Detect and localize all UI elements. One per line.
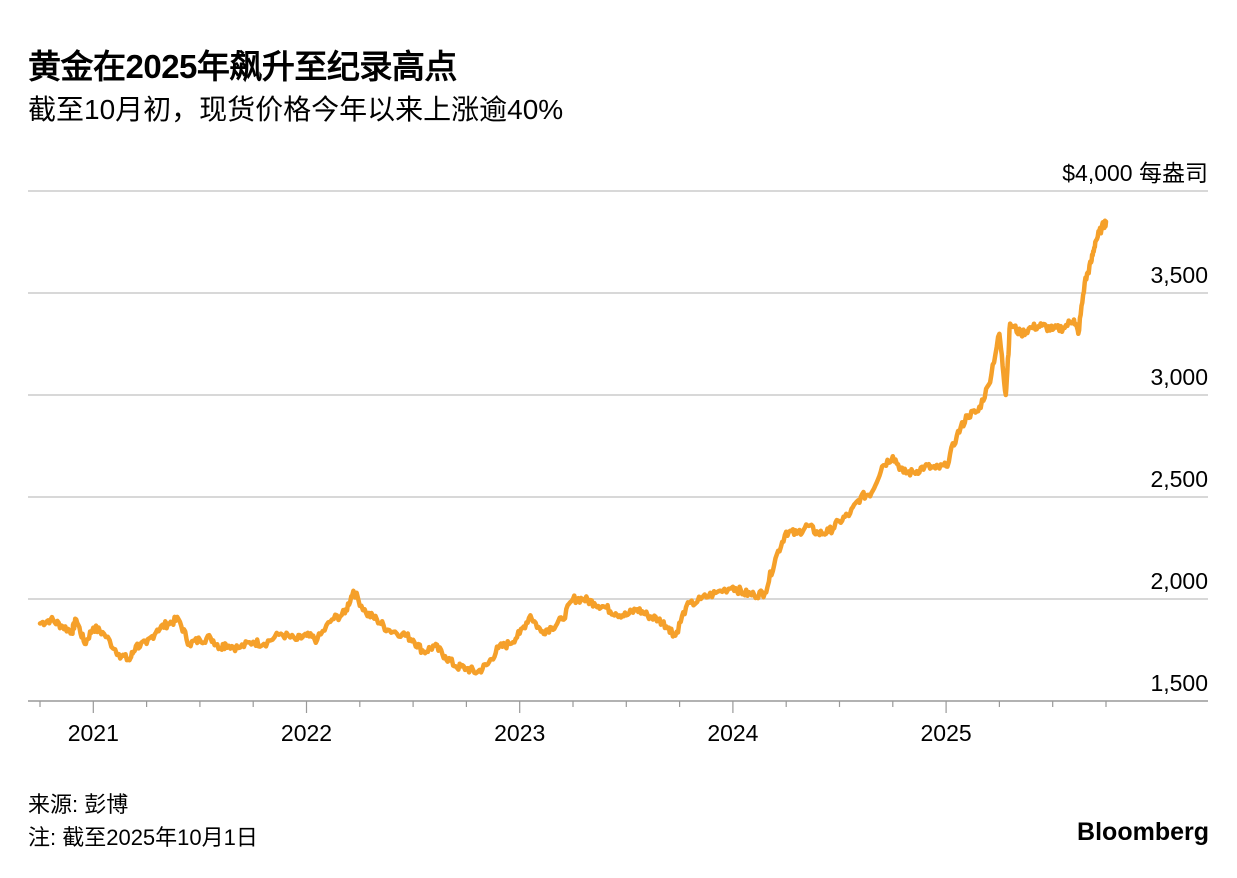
chart-subtitle: 截至10月初，现货价格今年以来上涨逾40% [28,94,564,125]
date-note: 注: 截至2025年10月1日 [28,825,258,850]
x-tick-label-2022: 2022 [281,720,332,746]
series-line-0 [37,218,1109,676]
chart-title: 黄金在2025年飙升至纪录高点 [28,48,457,85]
x-axis: 2021 2022 2023 2024 2025 [39,701,1107,746]
price-series [37,218,1109,676]
x-tick-label-2025: 2025 [921,720,972,746]
bloomberg-logo: Bloomberg [1077,818,1209,846]
y-axis-labels: 1,500 2,000 2,500 3,000 3,500 $4,000 每盎司 [1062,160,1208,696]
grid-lines [28,190,1208,702]
y-tick-label-3000: 3,000 [1150,364,1208,390]
y-tick-label-2000: 2,000 [1150,568,1208,594]
y-tick-label-4000: $4,000 每盎司 [1062,160,1208,186]
y-tick-label-1500: 1,500 [1150,670,1208,696]
x-tick-label-2021: 2021 [68,720,119,746]
y-tick-label-3500: 3,500 [1150,262,1208,288]
source-note: 来源: 彭博 [28,792,129,817]
y-tick-label-2500: 2,500 [1150,466,1208,492]
x-tick-label-2024: 2024 [707,720,758,746]
x-tick-label-2023: 2023 [494,720,545,746]
